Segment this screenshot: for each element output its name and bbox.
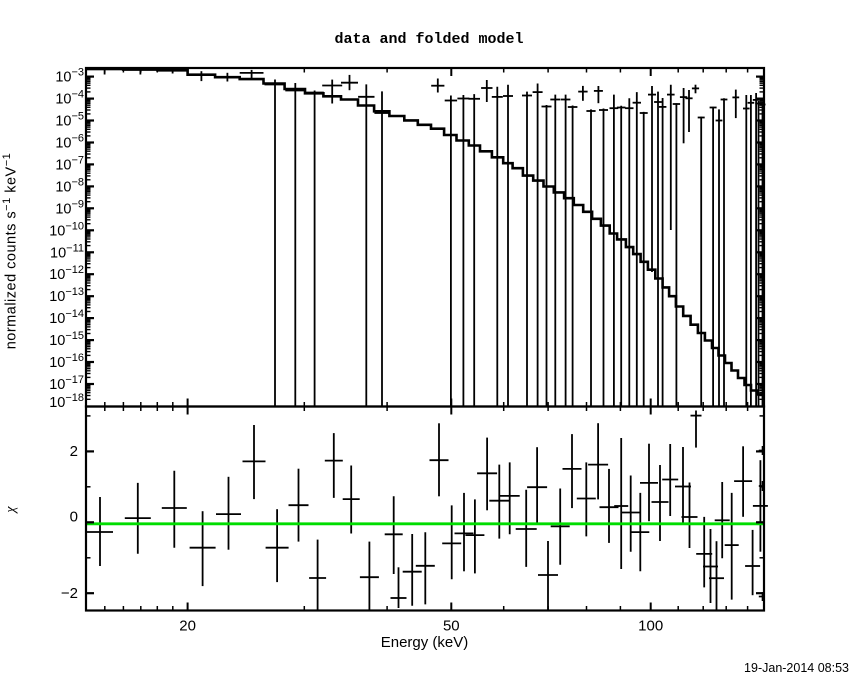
svg-text:−2: −2 — [61, 585, 78, 602]
svg-text:χ: χ — [4, 506, 19, 515]
svg-text:data and folded model: data and folded model — [334, 31, 523, 48]
svg-text:100: 100 — [638, 618, 663, 635]
svg-text:20: 20 — [179, 618, 196, 635]
svg-text:normalized counts s−1 keV−1: normalized counts s−1 keV−1 — [1, 153, 20, 350]
svg-text:19-Jan-2014 08:53: 19-Jan-2014 08:53 — [744, 661, 849, 675]
svg-text:Energy (keV): Energy (keV) — [381, 634, 469, 651]
svg-text:2: 2 — [70, 443, 78, 460]
svg-text:50: 50 — [443, 618, 460, 635]
svg-text:0: 0 — [70, 509, 78, 526]
